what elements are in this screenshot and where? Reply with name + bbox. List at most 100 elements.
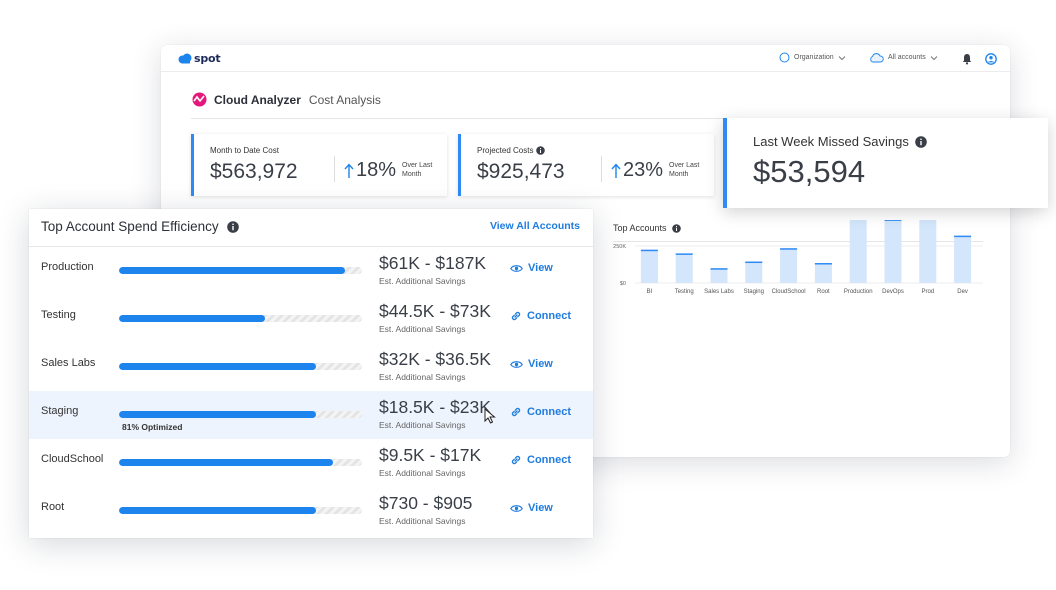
link-icon xyxy=(511,311,521,321)
page-header: Cloud Analyzer Cost Analysis xyxy=(191,92,381,107)
savings-range: $730 - $905 xyxy=(379,493,473,513)
efficiency-progress-bar xyxy=(119,507,362,514)
account-name: Production xyxy=(41,261,94,273)
missed-savings-label: Last Week Missed Savings xyxy=(753,134,927,149)
arrow-up-icon xyxy=(344,162,354,178)
user-icon xyxy=(985,53,997,65)
efficiency-progress-bar xyxy=(119,411,362,418)
arrow-up-icon xyxy=(611,162,621,178)
account-row: Testing $44.5K - $73K Est. Additional Savi… xyxy=(29,295,593,343)
account-name: Root xyxy=(41,501,65,513)
info-icon[interactable] xyxy=(915,135,927,148)
logo-text: spot xyxy=(194,52,221,65)
bar[interactable] xyxy=(745,261,763,283)
account-row: Root $730 - $905 Est. Additional Savings Vi… xyxy=(29,487,593,535)
spot-logo[interactable]: spot xyxy=(178,52,221,65)
top-accounts-chart: Top Accounts $0$250K$500K$750K$1MBITesti… xyxy=(613,220,983,435)
bar[interactable] xyxy=(814,263,832,283)
view-all-accounts-link[interactable]: View All Accounts xyxy=(489,220,580,232)
savings-caption: Est. Additional Savings xyxy=(379,516,466,526)
x-tick-label: Staging xyxy=(744,289,764,295)
bar-top-edge xyxy=(710,268,728,270)
bar[interactable] xyxy=(884,220,902,283)
page-title: Cost Analysis xyxy=(308,92,381,107)
account-name: Testing xyxy=(41,309,76,321)
savings-caption: Est. Additional Savings xyxy=(379,468,466,478)
bar-top-edge xyxy=(884,220,902,221)
header-divider xyxy=(191,118,980,119)
eye-icon xyxy=(510,504,523,512)
organization-label: Organization xyxy=(794,54,834,61)
bar-top-edge xyxy=(780,248,798,250)
bar-chart: $0$250K$500K$750K$1MBITestingSales LabsS… xyxy=(613,220,983,295)
savings-range: $61K - $187K xyxy=(379,253,487,273)
kpi-change-note: Over Last Month xyxy=(402,162,433,178)
bar[interactable] xyxy=(919,220,937,283)
analyzer-icon xyxy=(192,92,207,107)
progress-fill xyxy=(119,267,345,274)
kpi-value: $563,972 xyxy=(210,160,298,183)
panel-header: Top Account Spend Efficiency View All Ac… xyxy=(29,209,593,247)
bar[interactable] xyxy=(849,220,867,283)
globe-icon xyxy=(779,52,790,63)
connect-button[interactable]: Connect xyxy=(510,454,571,466)
x-tick-label: Production xyxy=(844,289,873,295)
account-name: CloudSchool xyxy=(41,453,104,465)
efficiency-progress-bar xyxy=(119,459,362,466)
cloud-logo-icon xyxy=(178,53,192,64)
x-tick-label: Sales Labs xyxy=(704,289,734,295)
info-icon[interactable] xyxy=(226,220,239,233)
bar[interactable] xyxy=(675,253,693,283)
savings-caption: Est. Additional Savings xyxy=(379,372,466,382)
progress-fill xyxy=(119,459,333,466)
bar-top-edge xyxy=(640,249,658,252)
kpi-divider xyxy=(334,156,335,182)
x-tick-label: CloudSchool xyxy=(772,289,806,295)
progress-fill xyxy=(119,315,265,322)
savings-range: $44.5K - $73K xyxy=(379,301,491,321)
y-tick-label: $0 xyxy=(620,281,626,287)
info-icon[interactable] xyxy=(671,223,681,233)
kpi-card-projected: Projected Costs $925,473 23% Over Last M… xyxy=(458,134,714,196)
link-icon xyxy=(511,407,521,417)
connect-button[interactable]: Connect xyxy=(510,310,571,322)
kpi-change: 23% xyxy=(611,159,663,182)
account-row: Staging 81% Optimized $18.5K - $23K Est. Ad… xyxy=(29,391,593,439)
view-button[interactable]: View xyxy=(510,358,553,370)
link-icon xyxy=(511,455,521,465)
chevron-down-icon xyxy=(930,55,938,60)
savings-caption: Est. Additional Savings xyxy=(379,324,466,334)
view-button[interactable]: View xyxy=(510,262,553,274)
bar[interactable] xyxy=(640,249,658,283)
bar[interactable] xyxy=(710,268,728,283)
user-menu-button[interactable] xyxy=(985,52,997,70)
progress-fill xyxy=(119,411,316,418)
kpi-divider xyxy=(601,156,602,182)
product-title: Cloud Analyzer xyxy=(214,92,301,107)
cloud-icon xyxy=(870,53,884,63)
bar-top-edge xyxy=(675,253,693,255)
x-tick-label: Dev xyxy=(957,289,968,295)
account-name: Staging xyxy=(41,405,79,417)
bar[interactable] xyxy=(954,235,972,283)
eye-icon xyxy=(510,264,523,272)
bar[interactable] xyxy=(780,248,798,283)
savings-caption: Est. Additional Savings xyxy=(379,276,466,286)
missed-savings-value: $53,594 xyxy=(753,154,866,189)
kpi-change: 18% xyxy=(344,159,396,182)
missed-savings-card: Last Week Missed Savings $53,594 xyxy=(723,118,1048,208)
account-row: Production $61K - $187K Est. Additional Sa… xyxy=(29,247,593,295)
info-icon[interactable] xyxy=(536,146,546,155)
view-button[interactable]: View xyxy=(510,502,553,514)
connect-button[interactable]: Connect xyxy=(510,406,571,418)
organization-selector[interactable]: Organization xyxy=(779,52,846,63)
efficiency-progress-bar xyxy=(119,315,362,322)
optimized-label: 81% Optimized xyxy=(122,422,183,432)
account-row: Sales Labs $32K - $36.5K Est. Additional S… xyxy=(29,343,593,391)
accounts-selector[interactable]: All accounts xyxy=(869,52,938,63)
savings-range: $9.5K - $17K xyxy=(379,445,482,465)
notifications-button[interactable] xyxy=(961,52,973,70)
bar-top-edge xyxy=(814,263,832,265)
bar-top-edge xyxy=(954,235,972,238)
chart-title: Top Accounts xyxy=(613,223,681,233)
